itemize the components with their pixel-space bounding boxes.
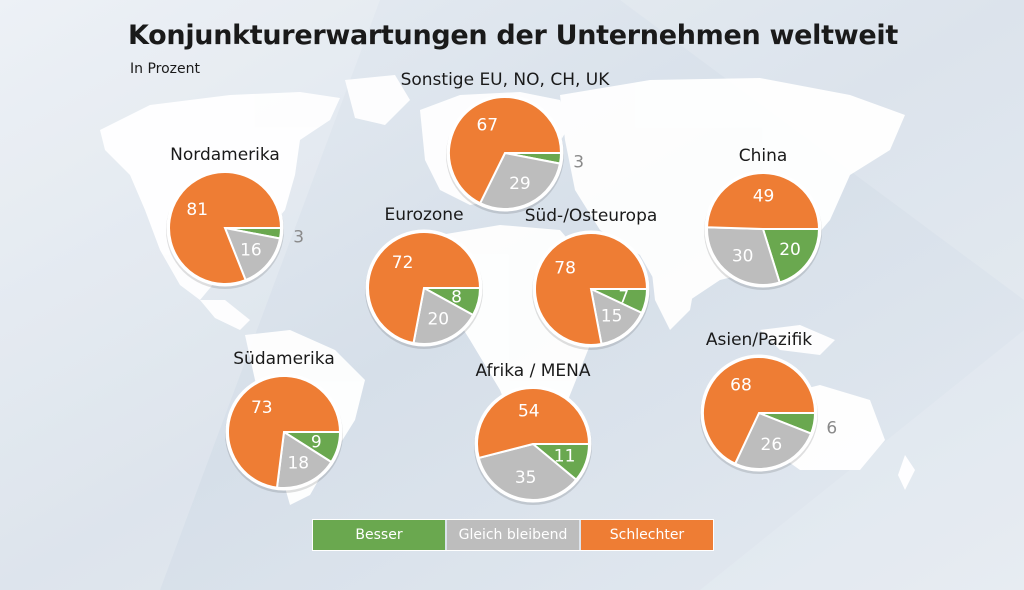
pie-slice-schlechter — [476, 387, 591, 460]
pie-nordamerika: 3 16 81 Nordamerika — [166, 145, 304, 289]
legend: Besser Gleich bleibend Schlechter — [312, 519, 714, 551]
pie-slice-gleich-bleibend — [589, 287, 644, 346]
pie-slice-gleich-bleibend — [478, 151, 562, 210]
pie-label-schlechter: 67 — [476, 115, 498, 135]
pie-label-gleich-bleibend: 20 — [427, 309, 449, 329]
pie-label-besser: 7 — [618, 287, 629, 307]
pie-label-gleich-bleibend: 29 — [509, 174, 531, 194]
pie-title: Asien/Pazifik — [706, 330, 812, 350]
pie-label-schlechter: 72 — [392, 253, 414, 273]
pie-slice-gleich-bleibend — [223, 226, 282, 282]
pie-label-besser: 6 — [826, 419, 837, 439]
pie-label-schlechter: 81 — [186, 200, 208, 220]
pie-label-besser: 20 — [779, 240, 801, 260]
pie-label-besser: 11 — [554, 446, 576, 466]
pie-label-gleich-bleibend: 18 — [287, 453, 309, 473]
pie-slice-besser — [761, 228, 821, 284]
pie-slice-gleich-bleibend — [275, 430, 333, 489]
pie-slice-schlechter — [702, 356, 817, 466]
pie-slice-schlechter — [534, 232, 649, 346]
pie-label-gleich-bleibend: 15 — [601, 307, 623, 327]
pie-label-besser: 8 — [451, 287, 462, 307]
chart-title: Konjunkturerwartungen der Unternehmen we… — [128, 20, 898, 51]
pie-title: Sonstige EU, NO, CH, UK — [401, 70, 611, 90]
pie-china: 20 30 49 China — [704, 146, 822, 290]
pie-label-gleich-bleibend: 26 — [761, 435, 783, 455]
pie-slice-gleich-bleibend — [477, 442, 578, 501]
pie-slice-schlechter — [367, 231, 482, 345]
pie-title: Süd-/Osteuropa — [525, 206, 658, 226]
pie-slice-gleich-bleibend — [733, 411, 813, 470]
pie-label-besser: 3 — [293, 227, 304, 247]
pie-afrika-mena: 11 35 54 Afrika / MENA — [474, 361, 592, 505]
pie-slice-schlechter — [705, 172, 821, 230]
pie-title: Nordamerika — [170, 145, 280, 165]
pie-label-schlechter: 78 — [554, 259, 576, 279]
pie-eurozone: 820 72 Eurozone — [365, 205, 483, 349]
legend-item-schlechter: Schlechter — [581, 520, 713, 550]
pie-label-schlechter: 68 — [730, 376, 752, 396]
pie-title: Afrika / MENA — [476, 361, 591, 381]
pie-slice-schlechter — [168, 171, 283, 285]
pie-sonstige-eu-no-ch-uk: 3 29 67 Sonstige EU, NO, CH, UK — [401, 70, 611, 214]
pie-label-schlechter: 54 — [518, 402, 540, 422]
pie-label-schlechter: 49 — [753, 186, 775, 206]
pie-s-d-osteuropa: 715 78 Süd-/Osteuropa — [525, 206, 658, 350]
pie-label-besser: 3 — [573, 152, 584, 172]
pie-title: Eurozone — [384, 205, 463, 225]
pie-slice-schlechter — [227, 375, 342, 489]
pie-slice-gleich-bleibend — [412, 286, 475, 345]
chart-subtitle: In Prozent — [130, 61, 200, 77]
pie-slice-gleich-bleibend — [706, 226, 781, 286]
pie-slice-schlechter — [448, 96, 563, 205]
pie-label-besser: 9 — [311, 432, 322, 452]
pie-label-gleich-bleibend: 30 — [732, 247, 754, 267]
legend-item-besser: Besser — [313, 520, 445, 550]
pie-title: China — [739, 146, 788, 166]
pie-title: Südamerika — [233, 349, 334, 369]
pie-label-gleich-bleibend: 16 — [240, 240, 262, 260]
pie-label-schlechter: 73 — [251, 398, 273, 418]
pie-s-damerika: 918 73 Südamerika — [225, 349, 343, 493]
legend-item-gleich-bleibend: Gleich bleibend — [447, 520, 579, 550]
pie-asien-pazifik: 6 26 68 Asien/Pazifik — [700, 330, 837, 474]
pie-label-gleich-bleibend: 35 — [515, 468, 537, 488]
